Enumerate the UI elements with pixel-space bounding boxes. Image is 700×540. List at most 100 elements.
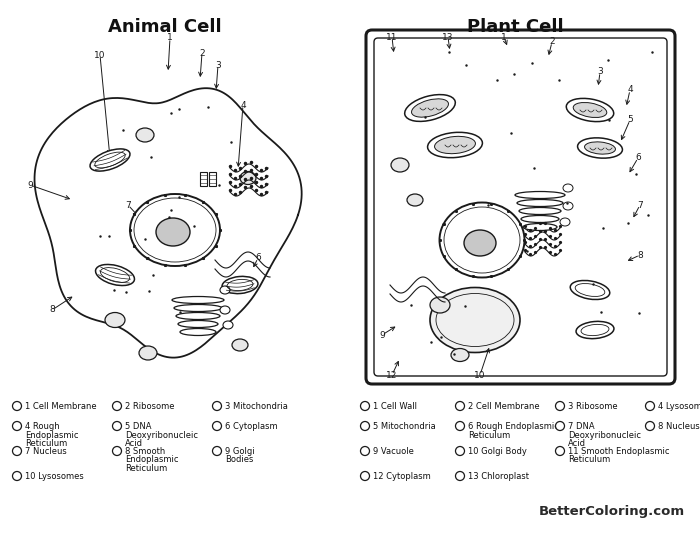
Circle shape <box>13 402 22 410</box>
Circle shape <box>213 447 221 456</box>
Ellipse shape <box>440 202 524 278</box>
Text: 10 Golgi Body: 10 Golgi Body <box>468 447 527 456</box>
Ellipse shape <box>240 172 256 185</box>
Text: Reticulum: Reticulum <box>568 456 610 464</box>
Text: Reticulum: Reticulum <box>25 439 67 448</box>
Text: 1: 1 <box>501 32 507 42</box>
Text: 11 Smooth Endoplasmic: 11 Smooth Endoplasmic <box>568 447 669 456</box>
Text: Bodies: Bodies <box>225 456 253 464</box>
Ellipse shape <box>435 136 475 154</box>
Ellipse shape <box>130 194 220 266</box>
FancyBboxPatch shape <box>209 172 216 186</box>
Ellipse shape <box>521 215 559 222</box>
Circle shape <box>113 402 122 410</box>
Text: 8 Smooth: 8 Smooth <box>125 447 165 456</box>
Text: Plant Cell: Plant Cell <box>467 18 564 36</box>
Circle shape <box>360 447 370 456</box>
Ellipse shape <box>563 184 573 192</box>
Text: 12: 12 <box>386 370 398 380</box>
Text: 6 Cytoplasm: 6 Cytoplasm <box>225 422 278 431</box>
Ellipse shape <box>560 218 570 226</box>
Circle shape <box>556 447 564 456</box>
Circle shape <box>456 471 465 481</box>
Circle shape <box>360 402 370 410</box>
Text: 13 Chloroplast: 13 Chloroplast <box>468 472 529 481</box>
Text: 2: 2 <box>550 37 555 46</box>
Ellipse shape <box>220 306 230 314</box>
Ellipse shape <box>136 128 154 142</box>
Text: Acid: Acid <box>568 439 586 448</box>
Ellipse shape <box>174 305 222 312</box>
Ellipse shape <box>515 192 565 199</box>
Text: 9: 9 <box>27 180 33 190</box>
Ellipse shape <box>176 313 220 320</box>
Ellipse shape <box>519 207 561 214</box>
Circle shape <box>360 422 370 430</box>
Ellipse shape <box>576 321 614 339</box>
Circle shape <box>213 422 221 430</box>
Text: 7: 7 <box>125 200 131 210</box>
Text: 10: 10 <box>94 51 106 59</box>
FancyBboxPatch shape <box>200 172 207 186</box>
Circle shape <box>13 471 22 481</box>
Text: 2 Ribosome: 2 Ribosome <box>125 402 174 411</box>
Text: Deoxyribonucleic: Deoxyribonucleic <box>125 430 198 440</box>
Ellipse shape <box>523 224 557 231</box>
Ellipse shape <box>139 346 157 360</box>
Ellipse shape <box>407 194 423 206</box>
Text: 1: 1 <box>167 33 173 43</box>
Text: 10 Lysosomes: 10 Lysosomes <box>25 472 84 481</box>
Ellipse shape <box>412 99 449 117</box>
Text: 9 Golgi: 9 Golgi <box>225 447 255 456</box>
Circle shape <box>456 447 465 456</box>
Circle shape <box>456 422 465 430</box>
Text: 5: 5 <box>627 116 633 125</box>
Ellipse shape <box>178 321 218 327</box>
Circle shape <box>113 422 122 430</box>
Circle shape <box>556 422 564 430</box>
Text: 4 Lysosomes: 4 Lysosomes <box>658 402 700 411</box>
Circle shape <box>360 471 370 481</box>
Circle shape <box>645 422 654 430</box>
Text: 4: 4 <box>240 100 246 110</box>
Ellipse shape <box>105 313 125 327</box>
Ellipse shape <box>573 103 607 118</box>
Ellipse shape <box>220 286 230 294</box>
Text: 8 Nucleus: 8 Nucleus <box>658 422 700 431</box>
Ellipse shape <box>566 98 614 122</box>
Ellipse shape <box>430 287 520 353</box>
Ellipse shape <box>584 142 615 154</box>
Circle shape <box>113 447 122 456</box>
Text: Deoxyribonucleic: Deoxyribonucleic <box>568 430 641 440</box>
Ellipse shape <box>391 158 409 172</box>
Ellipse shape <box>430 297 450 313</box>
Ellipse shape <box>95 265 134 286</box>
Circle shape <box>13 447 22 456</box>
Circle shape <box>456 402 465 410</box>
Ellipse shape <box>563 202 573 210</box>
Text: 5 Mitochondria: 5 Mitochondria <box>373 422 435 431</box>
Text: 6 Rough Endoplasmic: 6 Rough Endoplasmic <box>468 422 559 431</box>
Text: BetterColoring.com: BetterColoring.com <box>539 505 685 518</box>
Text: 3: 3 <box>215 60 221 70</box>
Ellipse shape <box>405 94 455 122</box>
Text: Endoplasmic: Endoplasmic <box>25 430 78 440</box>
Ellipse shape <box>156 218 190 246</box>
Text: 9: 9 <box>379 330 385 340</box>
Text: 10: 10 <box>475 370 486 380</box>
Text: 9 Vacuole: 9 Vacuole <box>373 447 414 456</box>
Ellipse shape <box>232 339 248 351</box>
Text: 4 Rough: 4 Rough <box>25 422 60 431</box>
Text: 11: 11 <box>386 32 398 42</box>
Text: 1 Cell Membrane: 1 Cell Membrane <box>25 402 97 411</box>
Text: 7: 7 <box>637 200 643 210</box>
Text: 7 DNA: 7 DNA <box>568 422 594 431</box>
Ellipse shape <box>464 230 496 256</box>
Circle shape <box>213 402 221 410</box>
Text: 7 Nucleus: 7 Nucleus <box>25 447 66 456</box>
Text: 8: 8 <box>637 251 643 260</box>
Text: 4: 4 <box>627 85 633 94</box>
Text: 6: 6 <box>255 253 261 262</box>
Circle shape <box>13 422 22 430</box>
Ellipse shape <box>570 280 610 300</box>
